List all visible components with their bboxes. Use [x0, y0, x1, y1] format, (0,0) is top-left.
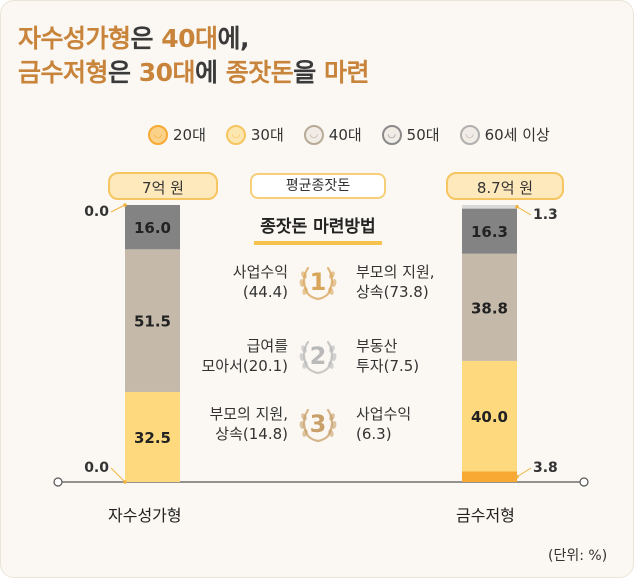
rank-number: 1 [309, 268, 327, 296]
laurel-icon [299, 340, 337, 375]
title-segment: 금수저형 [18, 58, 109, 87]
legend-label: 60세 이상 [484, 126, 550, 144]
legend-item: ◡ 50대 [381, 124, 440, 145]
title-segment: 을 [293, 58, 324, 87]
legend-label: 20대 [173, 126, 206, 144]
rank-badge-1: 1 [296, 260, 340, 304]
rank-number: 3 [309, 410, 327, 438]
method-title: 종잣돈 마련방법 [248, 212, 388, 245]
method-text-line: 부모의 지원, [209, 405, 288, 423]
method-gold-spoon-3: 사업수익 (6.3) [356, 404, 476, 444]
face-60s-icon: ◡ [459, 124, 480, 145]
method-text-line: 투자(7.5) [356, 357, 420, 375]
unit-label: (단위: %) [548, 548, 608, 564]
legend-item: ◡ 60세 이상 [459, 124, 550, 145]
method-self-made-3: 부모의 지원, 상속(14.8) [168, 404, 288, 444]
laurel-icon [299, 408, 337, 443]
title-segment: 은 [108, 58, 139, 87]
legend-label: 40대 [328, 126, 362, 144]
title-segment: 40대 [161, 24, 218, 53]
laurel-icon [299, 266, 337, 301]
x-label-gold-spoon: 금수저형 [456, 506, 515, 525]
method-gold-spoon-1: 부모의 지원, 상속(73.8) [356, 262, 476, 302]
x-label-self-made: 자수성가형 [108, 506, 182, 525]
title-segment: 에 [195, 58, 226, 87]
method-self-made-1: 사업수익 (44.4) [168, 262, 288, 302]
avg-seed-money-label: 평균종잣돈 [250, 173, 386, 199]
title-line-2: 금수저형은 30대에 종잣돈을 마련 [18, 56, 370, 90]
title-segment: 마련 [323, 58, 370, 87]
method-text-line: 사업수익 [232, 263, 288, 281]
legend: ◡ 20대 ◡ 30대 ◡ 40대 ◡ 50대 ◡ 60세 이상 [148, 124, 550, 145]
face-30s-icon: ◡ [225, 124, 246, 145]
legend-label: 30대 [250, 126, 284, 144]
method-text-line: 상속(73.8) [356, 283, 429, 301]
legend-item: ◡ 40대 [303, 124, 362, 145]
face-20s-icon: ◡ [148, 124, 168, 145]
title-segment: 30대 [138, 58, 196, 87]
legend-item: ◡ 20대 [148, 124, 206, 145]
method-text-line: 모아서(20.1) [201, 357, 288, 375]
title-segment: 은 [130, 24, 162, 53]
legend-item: ◡ 30대 [225, 124, 284, 145]
face-40s-icon: ◡ [303, 124, 324, 145]
method-text-line: (6.3) [356, 425, 392, 443]
avg-seed-money-gold-spoon: 8.7억 원 [446, 172, 564, 200]
method-text-line: 상속(14.8) [215, 425, 288, 443]
chart-title: 자수성가형은 40대에, 금수저형은 30대에 종잣돈을 마련 [18, 22, 370, 90]
rank-badge-3: 3 [296, 402, 340, 446]
face-50s-icon: ◡ [381, 124, 402, 145]
title-segment: 자수성가형 [18, 24, 131, 53]
legend-label: 50대 [406, 126, 440, 144]
method-text-line: (44.4) [242, 283, 288, 301]
method-text-line: 부모의 지원, [356, 263, 435, 281]
title-line-1: 자수성가형은 40대에, [18, 22, 369, 56]
rank-number: 2 [309, 342, 327, 370]
rank-badge-2: 2 [296, 334, 340, 378]
method-text-line: 부동산 [356, 337, 398, 355]
method-text-line: 급여를 [246, 337, 288, 355]
method-text-line: 사업수익 [356, 405, 412, 423]
title-segment: 에, [217, 24, 250, 53]
title-segment: 종잣돈 [225, 58, 294, 87]
avg-seed-money-self-made: 7억 원 [108, 172, 218, 200]
